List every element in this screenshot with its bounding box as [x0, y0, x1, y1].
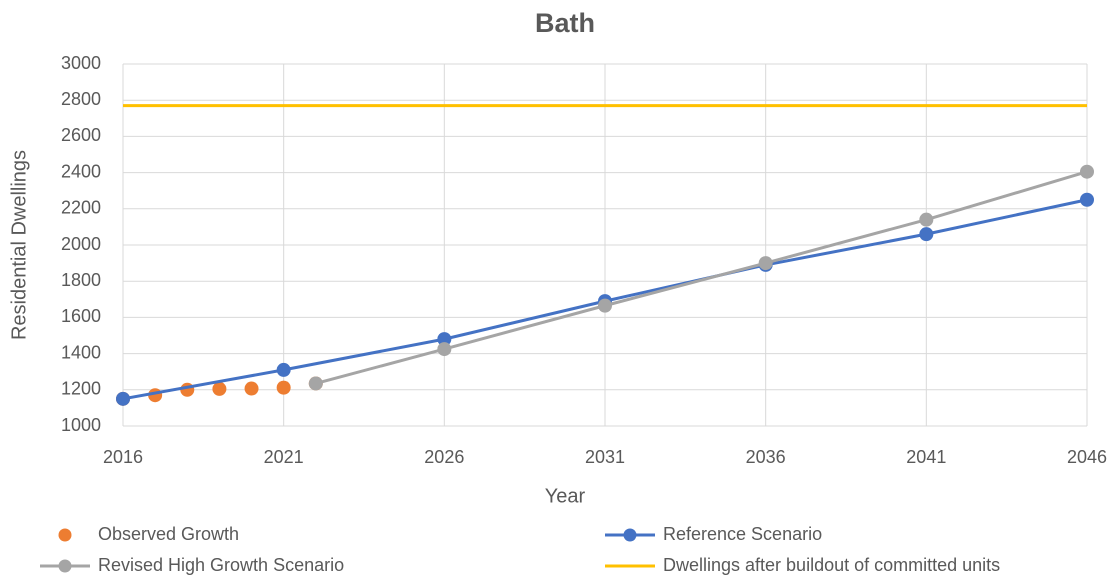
x-tick-label: 2031	[585, 447, 625, 467]
chart-title: Bath	[535, 8, 595, 38]
data-point	[437, 332, 452, 347]
data-point	[919, 212, 934, 227]
y-tick-label: 1200	[61, 379, 101, 399]
y-axis-label: Residential Dwellings	[8, 150, 30, 340]
x-tick-label: 2026	[424, 447, 464, 467]
data-point	[437, 342, 452, 357]
y-tick-label: 2600	[61, 125, 101, 145]
legend-label: Observed Growth	[98, 524, 239, 544]
data-point	[276, 380, 291, 395]
y-tick-label: 1600	[61, 306, 101, 326]
x-tick-label: 2046	[1067, 447, 1107, 467]
y-tick-label: 3000	[61, 53, 101, 73]
data-point	[212, 381, 227, 396]
data-point	[276, 362, 291, 377]
legend-label: Dwellings after buildout of committed un…	[663, 555, 1000, 575]
x-tick-label: 2041	[906, 447, 946, 467]
x-tick-label: 2036	[746, 447, 786, 467]
y-tick-label: 2000	[61, 234, 101, 254]
y-tick-label: 1400	[61, 342, 101, 362]
legend-marker	[58, 559, 72, 573]
legend-marker	[623, 528, 637, 542]
x-tick-label: 2016	[103, 447, 143, 467]
data-point	[598, 298, 612, 313]
legend-marker	[58, 528, 72, 542]
data-point	[244, 381, 259, 396]
data-point	[1080, 164, 1094, 179]
legend-label: Revised High Growth Scenario	[98, 555, 344, 575]
y-tick-label: 2400	[61, 161, 101, 181]
y-tick-label: 2800	[61, 89, 101, 109]
series-line	[315, 170, 1088, 385]
data-point	[919, 227, 934, 242]
data-point	[308, 376, 323, 391]
y-tick-label: 1800	[61, 270, 101, 290]
data-point	[758, 256, 773, 271]
y-tick-label: 2200	[61, 198, 101, 218]
x-axis-label: Year	[545, 485, 586, 507]
legend-label: Reference Scenario	[663, 524, 822, 544]
data-point	[1080, 192, 1094, 207]
x-tick-label: 2021	[264, 447, 304, 467]
data-point	[116, 391, 130, 406]
y-tick-label: 1000	[61, 415, 101, 435]
